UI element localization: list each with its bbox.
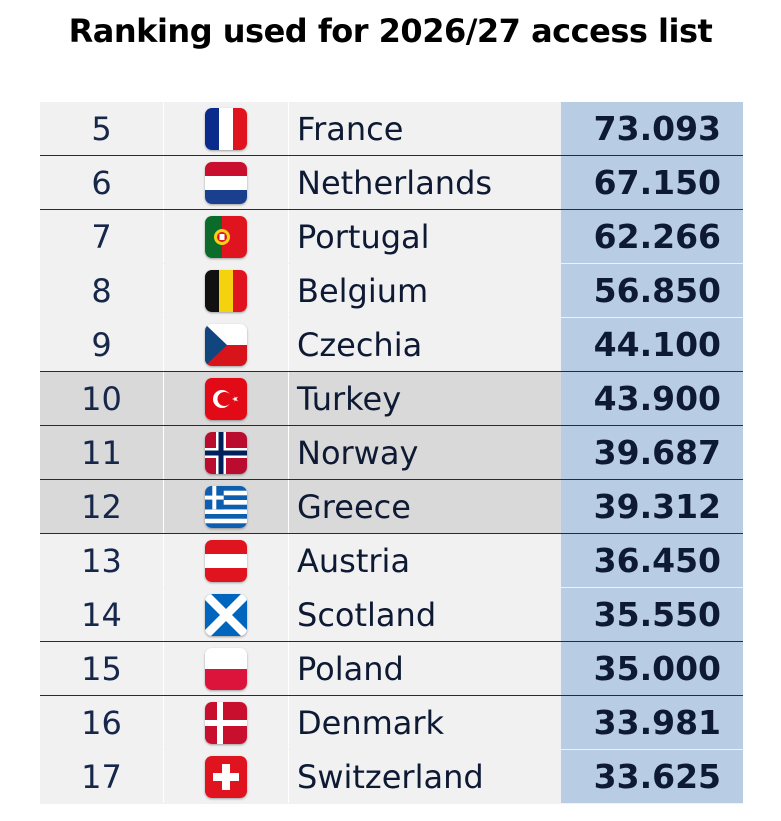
score-cell: 67.150 — [561, 156, 743, 209]
netherlands-flag-icon — [205, 161, 247, 204]
country-cell: Belgium — [297, 271, 429, 310]
rank-cell: 10 — [40, 372, 164, 425]
rank-cell: 16 — [40, 696, 164, 749]
score-cell: 35.000 — [561, 642, 743, 695]
norway-flag-icon — [205, 431, 247, 474]
rank-cell: 17 — [40, 750, 164, 803]
score-cell: 56.850 — [561, 264, 743, 317]
ranking-table: 5 France 73.093 6 Netherlands 67.150 7 P… — [40, 102, 743, 804]
austria-flag-icon — [205, 539, 247, 582]
rank-cell: 13 — [40, 534, 164, 587]
table-row: 10 Turkey 43.900 — [40, 372, 743, 426]
table-row: 6 Netherlands 67.150 — [40, 156, 743, 210]
score-cell: 43.900 — [561, 372, 743, 425]
rank-cell: 15 — [40, 642, 164, 695]
rank-cell: 9 — [40, 318, 164, 371]
score-cell: 33.625 — [561, 750, 743, 803]
table-row: 13 Austria 36.450 — [40, 534, 743, 588]
table-row: 8 Belgium 56.850 — [40, 264, 743, 318]
score-cell: 35.550 — [561, 588, 743, 641]
turkey-flag-icon — [205, 377, 247, 420]
rank-cell: 7 — [40, 210, 164, 263]
rank-cell: 14 — [40, 588, 164, 641]
portugal-flag-icon — [205, 215, 247, 258]
score-cell: 36.450 — [561, 534, 743, 587]
table-row: 17 Switzerland 33.625 — [40, 750, 743, 804]
score-cell: 39.687 — [561, 426, 743, 479]
denmark-flag-icon — [205, 701, 247, 744]
country-cell: Austria — [297, 541, 411, 580]
table-row: 12 Greece 39.312 — [40, 480, 743, 534]
score-cell: 39.312 — [561, 480, 743, 533]
country-cell: Denmark — [297, 703, 445, 742]
scotland-flag-icon — [205, 593, 247, 636]
greece-flag-icon — [205, 485, 247, 528]
country-cell: Norway — [297, 433, 419, 472]
country-cell: Poland — [297, 649, 404, 688]
poland-flag-icon — [205, 647, 247, 690]
country-cell: France — [297, 109, 404, 148]
rank-cell: 5 — [40, 102, 164, 155]
table-row: 9 Czechia 44.100 — [40, 318, 743, 372]
rank-cell: 8 — [40, 264, 164, 317]
rank-cell: 11 — [40, 426, 164, 479]
table-row: 5 France 73.093 — [40, 102, 743, 156]
score-cell: 73.093 — [561, 102, 743, 155]
rank-cell: 6 — [40, 156, 164, 209]
switzerland-flag-icon — [205, 755, 247, 798]
country-cell: Netherlands — [297, 163, 493, 202]
table-row: 7 Portugal 62.266 — [40, 210, 743, 264]
score-cell: 62.266 — [561, 210, 743, 263]
table-row: 11 Norway 39.687 — [40, 426, 743, 480]
table-row: 14 Scotland 35.550 — [40, 588, 743, 642]
score-cell: 33.981 — [561, 696, 743, 749]
chart-title: Ranking used for 2026/27 access list — [68, 12, 713, 50]
country-cell: Scotland — [297, 595, 437, 634]
rank-cell: 12 — [40, 480, 164, 533]
table-row: 16 Denmark 33.981 — [40, 696, 743, 750]
country-cell: Turkey — [297, 379, 402, 418]
table-row: 15 Poland 35.000 — [40, 642, 743, 696]
score-cell: 44.100 — [561, 318, 743, 371]
france-flag-icon — [205, 107, 247, 150]
country-cell: Switzerland — [297, 757, 484, 796]
belgium-flag-icon — [205, 269, 247, 312]
country-cell: Greece — [297, 487, 411, 526]
country-cell: Czechia — [297, 325, 423, 364]
country-cell: Portugal — [297, 217, 430, 256]
czechia-flag-icon — [205, 323, 247, 366]
